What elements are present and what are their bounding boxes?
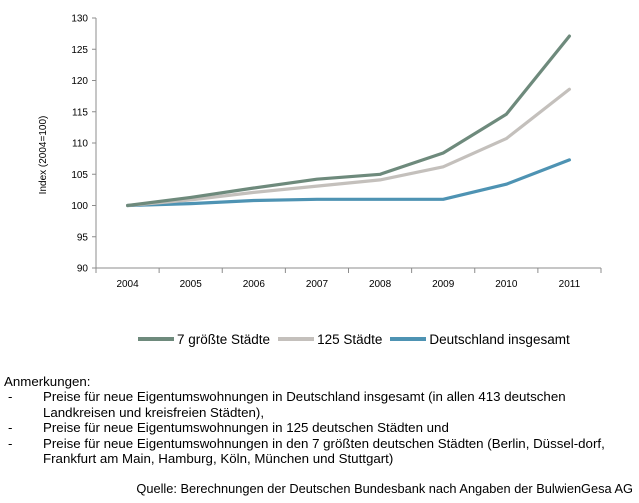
y-tick-label: 105 xyxy=(71,170,88,181)
legend-item-125-staedte: 125 Städte xyxy=(278,332,382,347)
y-tick-label: 120 xyxy=(71,76,88,87)
y-tick-label: 100 xyxy=(71,201,88,212)
note-text: Preise für neue Eigentumswohnungen in 12… xyxy=(43,420,449,436)
legend-item-7-groesste-staedte: 7 größte Städte xyxy=(138,332,270,347)
x-tick-label: 2006 xyxy=(243,279,266,290)
chart-series xyxy=(125,34,572,208)
note-item: - Preise für neue Eigentumswohnungen in … xyxy=(4,389,634,420)
series-line-deutschland-insgesamt xyxy=(125,158,572,208)
line-chart: 90 95 100 105 110 115 120 125 130 2004 2005 2006 200… xyxy=(38,14,602,291)
note-item: - Preise für neue Eigentumswohnungen in … xyxy=(4,420,634,435)
legend-label: Deutschland insgesamt xyxy=(429,331,570,347)
y-tick-label: 90 xyxy=(77,264,89,275)
chart-legend: 7 größte Städte 125 Städte Deutschland i… xyxy=(138,330,578,348)
note-dash: - xyxy=(8,420,13,436)
legend-swatch xyxy=(390,337,427,341)
series-line-7-gr-te-st-dte xyxy=(125,34,572,208)
series-line-125-st-dte xyxy=(125,87,572,208)
y-tick-label: 115 xyxy=(72,107,88,118)
notes-title: Anmerkungen: xyxy=(4,374,91,389)
y-tick-label: 130 xyxy=(71,14,88,25)
x-tick-label: 2008 xyxy=(369,279,392,290)
x-tick-label: 2010 xyxy=(495,279,518,290)
note-item: - Preise für neue Eigentumswohnungen in … xyxy=(4,436,634,467)
legend-label: 125 Städte xyxy=(317,331,383,347)
y-tick-label: 95 xyxy=(77,232,89,243)
legend-swatch xyxy=(278,337,315,341)
note-dash: - xyxy=(8,435,13,451)
note-text: Preise für neue Eigentumswohnungen in de… xyxy=(43,435,605,467)
x-tick-label: 2009 xyxy=(432,279,455,290)
y-axis-label: Index (2004=100) xyxy=(38,116,49,195)
x-tick-label: 2011 xyxy=(559,279,581,290)
x-tick-label: 2007 xyxy=(306,279,329,290)
legend-item-deutschland-insgesamt: Deutschland insgesamt xyxy=(390,331,570,347)
notes-section: Anmerkungen: - Preise für neue Eigentums… xyxy=(4,374,634,466)
y-tick-label: 125 xyxy=(71,45,88,56)
y-tick-label: 110 xyxy=(72,139,88,150)
chart-tick-labels: 90 95 100 105 110 115 120 125 130 2004 2005 2006 200… xyxy=(71,14,580,291)
legend-label: 7 größte Städte xyxy=(177,331,271,347)
x-tick-label: 2005 xyxy=(180,279,203,290)
note-dash: - xyxy=(8,389,13,405)
x-tick-label: 2004 xyxy=(116,279,139,290)
note-text: Preise für neue Eigentumswohnungen in De… xyxy=(43,389,566,420)
source-note: Quelle: Berechnungen der Deutschen Bunde… xyxy=(136,481,633,496)
chart-axes xyxy=(92,17,602,273)
legend-swatch xyxy=(138,337,174,341)
